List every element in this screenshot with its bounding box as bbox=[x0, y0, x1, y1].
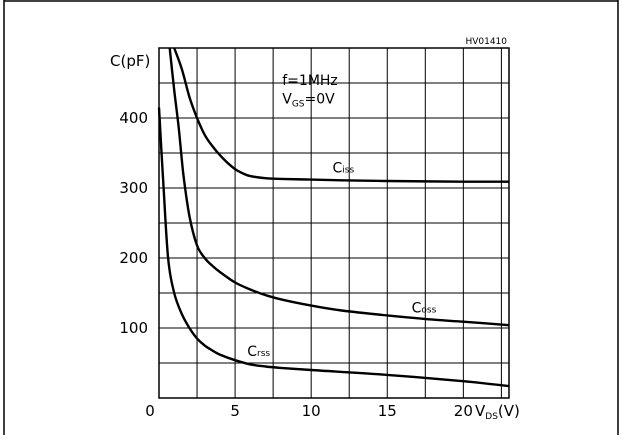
x-tick-labels: 0 5 10 15 20 bbox=[145, 402, 473, 420]
curve-ciss bbox=[173, 47, 510, 183]
y-axis-label: C(pF) bbox=[110, 52, 150, 70]
curve-coss bbox=[168, 47, 510, 327]
curve-label-ciss: Ciss bbox=[332, 161, 354, 177]
curve-crss bbox=[157, 107, 510, 388]
y-tick-label: 400 bbox=[119, 109, 148, 127]
curve-labels: Ciss Coss Crss bbox=[247, 161, 436, 360]
x-axis-label-text: VDS(V) bbox=[475, 402, 520, 422]
y-tick-label: 100 bbox=[119, 319, 148, 337]
conditions-annotation: f=1MHz VGS=0V bbox=[282, 73, 338, 109]
y-tick-label: 300 bbox=[119, 179, 148, 197]
curve-label-crss: Crss bbox=[247, 344, 270, 360]
y-tick-labels: 100 200 300 400 bbox=[119, 109, 148, 337]
condition-frequency: f=1MHz bbox=[282, 73, 338, 89]
x-axis-label: VDS(V) bbox=[475, 402, 520, 422]
y-tick-label: 200 bbox=[119, 249, 148, 267]
x-tick-label: 0 bbox=[145, 402, 155, 420]
condition-vgs: VGS=0V bbox=[282, 91, 335, 109]
x-tick-label: 5 bbox=[230, 402, 240, 420]
figure-code: HV01410 bbox=[465, 37, 507, 47]
curve-label-coss: Coss bbox=[412, 301, 437, 317]
x-tick-label: 15 bbox=[378, 402, 397, 420]
x-tick-label: 10 bbox=[302, 402, 321, 420]
x-tick-label: 20 bbox=[454, 402, 473, 420]
curves bbox=[157, 47, 510, 388]
